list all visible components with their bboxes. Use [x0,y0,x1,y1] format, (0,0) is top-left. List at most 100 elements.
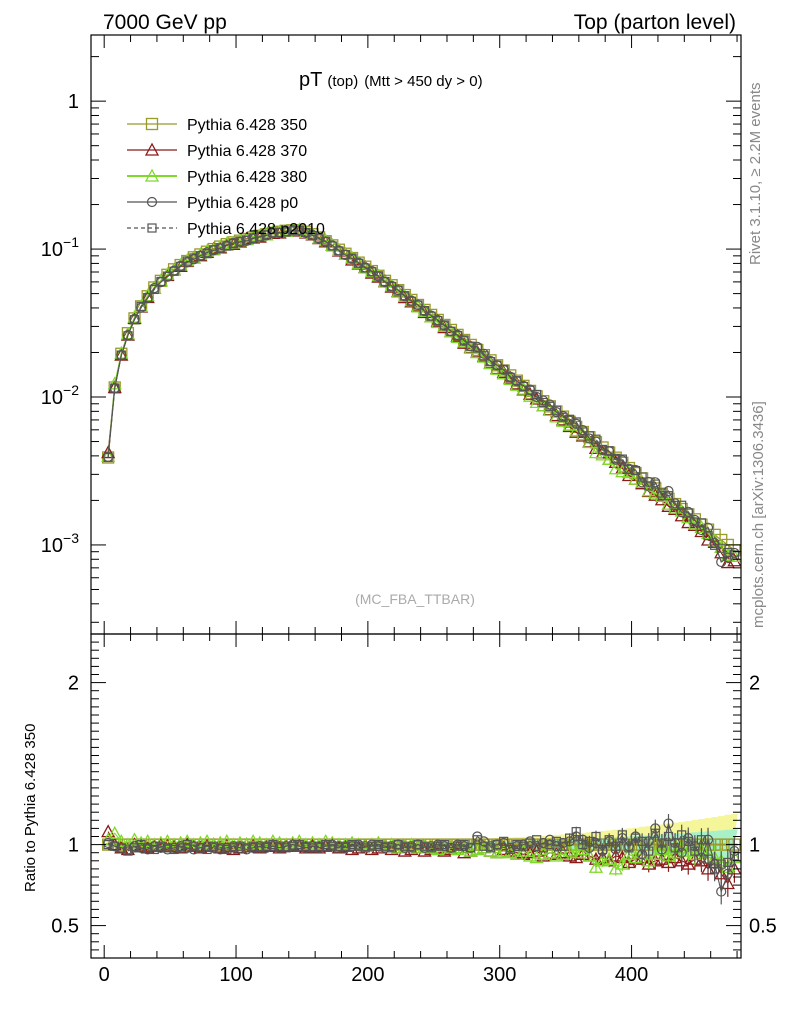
data-point [103,452,113,463]
data-point [696,518,707,528]
data-point [479,351,489,361]
ratio-point [246,834,261,848]
ratio-point [565,833,575,843]
y-tick-exponent: −2 [63,382,79,398]
data-point [281,227,291,237]
ratio-point [136,839,146,850]
data-point [551,405,562,415]
ratio-point [538,843,548,853]
data-point [499,364,509,374]
ratio-point [222,844,232,855]
ratio-point [569,845,584,859]
ratio-point [439,839,449,850]
data-point [149,284,159,295]
ratio-point [650,828,660,838]
data-point [136,301,146,311]
ratio-point [209,841,219,851]
data-point [683,508,693,518]
data-point [215,243,225,253]
legend-label: Pythia 6.428 350 [187,117,307,134]
data-point [162,271,173,281]
ratio-point [433,841,443,851]
ratio-point [578,839,588,850]
ratio-point [347,839,357,850]
data-point [120,326,136,340]
ratio-point [452,841,463,851]
data-point [127,309,142,323]
data-point [617,454,627,464]
ratio-point [716,859,726,869]
data-point [466,341,476,351]
header-left: 7000 GeV pp [103,11,227,34]
ratio-point [479,841,489,851]
data-point [703,531,713,541]
ratio-point [274,841,285,851]
ratio-point [615,856,630,870]
ratio-point [621,846,637,860]
ratio-y-tick-label-right: 1 [749,835,760,857]
data-point [584,431,594,441]
data-point [597,444,608,455]
data-point [248,233,258,243]
ratio-point [512,839,522,850]
ratio-point [522,848,538,862]
data-point [110,383,120,393]
data-point [101,445,116,459]
data-point [505,372,515,382]
data-point [637,472,647,482]
ratio-point [202,844,212,855]
data-point [650,479,660,489]
ratio-point [123,846,133,856]
ratio-point [661,848,676,862]
ratio-point [676,847,687,858]
legend-entry-s350: Pythia 6.428 350 [127,117,307,134]
rivet-info: Rivet 3.1.10, ≥ 2.2M events [747,83,764,266]
series-line-p0 [107,229,735,563]
ratio-point [321,839,331,850]
ratio-point [241,843,252,853]
ratio-y-tick-label-right: 2 [749,673,760,695]
ratio-point [195,843,206,853]
ratio-y-tick-label-right: 0.5 [749,916,777,938]
ratio-point [235,841,245,851]
legend-label: Pythia 6.428 380 [187,169,307,186]
ratio-point [505,844,515,855]
ratio-point [710,864,720,874]
ratio-line-p2010 [108,830,735,870]
ratio-point [114,834,129,848]
legend-label: Pythia 6.428 p2010 [187,221,325,238]
legend-label: Pythia 6.428 p0 [187,195,298,212]
ratio-series-p2010 [103,824,740,882]
ratio-point [354,841,364,851]
y-tick-label: 10−2 [41,382,79,409]
data-point [169,266,179,276]
ratio-point [674,853,689,867]
series-p2010 [103,225,740,560]
y-tick-label: 10−3 [41,530,79,557]
legend-label: Pythia 6.428 370 [187,143,307,160]
ratio-point [696,835,707,845]
ratio-line-p0 [107,821,735,894]
data-point [644,481,654,491]
ratio-point [281,843,291,853]
data-point [604,446,614,456]
x-tick-label: 400 [615,964,648,986]
y-tick-label: 1 [68,91,79,113]
ratio-point [268,839,278,850]
ratio-point [529,850,544,864]
ratio-point [127,832,142,846]
ratio-point [446,843,456,853]
ratio-y-tick-label: 2 [68,673,79,695]
data-point [176,261,186,271]
ratio-point [518,841,529,851]
plot-title-main: pT [299,69,322,91]
ratio-point [588,859,604,873]
data-point [261,230,271,240]
data-point [195,251,206,261]
y-tick-label: 10−1 [41,234,79,261]
data-point [354,258,364,268]
data-point [723,547,733,558]
ratio-point [499,836,509,846]
data-point [532,389,542,400]
ratio-point [107,825,122,839]
